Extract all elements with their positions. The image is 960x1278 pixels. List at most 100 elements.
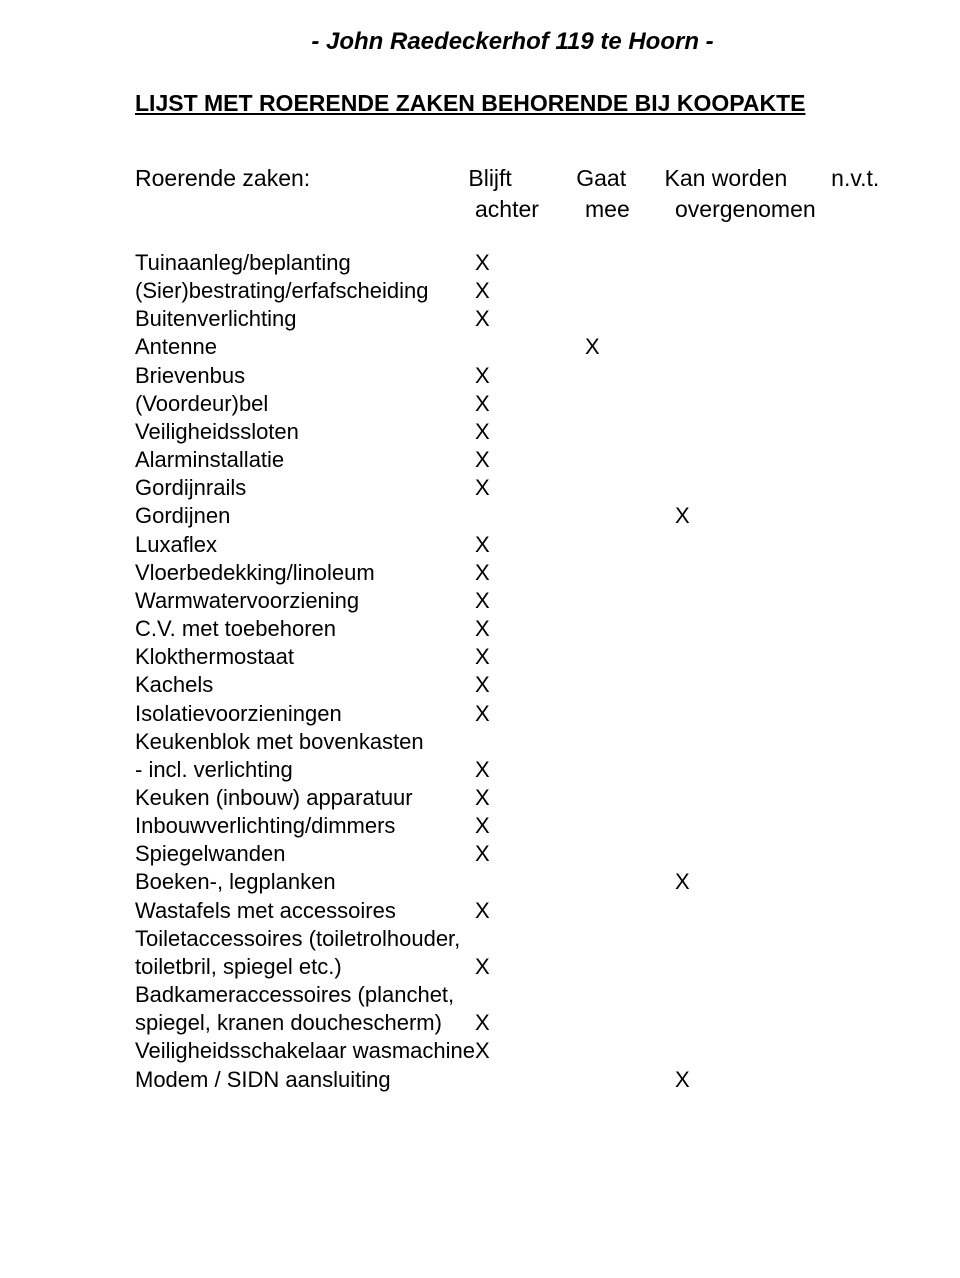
table-row: SpiegelwandenX bbox=[135, 840, 845, 868]
table-row: Wastafels met accessoiresX bbox=[135, 897, 845, 925]
item-label: Klokthermostaat bbox=[135, 643, 475, 671]
mark-blijft: X bbox=[475, 390, 585, 418]
page-title: - John Raedeckerhof 119 te Hoorn - bbox=[135, 28, 890, 56]
mark-kan bbox=[675, 305, 845, 333]
mark-kan bbox=[675, 643, 845, 671]
table-header-row1: Roerende zaken: Blijft Gaat Kan worden n… bbox=[135, 165, 890, 192]
table-row: AntenneX bbox=[135, 333, 845, 361]
mark-gaat bbox=[585, 249, 675, 277]
mark-gaat bbox=[585, 446, 675, 474]
mark-blijft bbox=[475, 1066, 585, 1094]
mark-gaat bbox=[585, 897, 675, 925]
mark-gaat bbox=[585, 474, 675, 502]
mark-kan bbox=[675, 953, 845, 981]
mark-blijft bbox=[475, 925, 585, 953]
mark-gaat bbox=[585, 1037, 675, 1065]
header-sub-achter: achter bbox=[475, 196, 585, 223]
mark-blijft bbox=[475, 728, 585, 756]
table-row: GordijnenX bbox=[135, 502, 845, 530]
mark-blijft: X bbox=[475, 643, 585, 671]
table-row: AlarminstallatieX bbox=[135, 446, 845, 474]
item-label: Luxaflex bbox=[135, 531, 475, 559]
table-row: LuxaflexX bbox=[135, 531, 845, 559]
item-label: Kachels bbox=[135, 671, 475, 699]
table-row: BrievenbusX bbox=[135, 362, 845, 390]
mark-gaat bbox=[585, 418, 675, 446]
mark-blijft: X bbox=[475, 249, 585, 277]
mark-gaat bbox=[585, 531, 675, 559]
mark-gaat: X bbox=[585, 333, 675, 361]
item-label: Tuinaanleg/beplanting bbox=[135, 249, 475, 277]
mark-gaat bbox=[585, 953, 675, 981]
table-header-row2: achter mee overgenomen bbox=[135, 196, 890, 223]
mark-kan bbox=[675, 474, 845, 502]
table-row: C.V. met toebehorenX bbox=[135, 615, 845, 643]
mark-kan bbox=[675, 671, 845, 699]
table-row: Toiletaccessoires (toiletrolhouder, bbox=[135, 925, 845, 953]
mark-gaat bbox=[585, 812, 675, 840]
document-page: - John Raedeckerhof 119 te Hoorn - LIJST… bbox=[0, 0, 960, 1278]
table-row: IsolatievoorzieningenX bbox=[135, 700, 845, 728]
mark-gaat bbox=[585, 1066, 675, 1094]
mark-kan bbox=[675, 531, 845, 559]
item-label: Inbouwverlichting/dimmers bbox=[135, 812, 475, 840]
item-label: Isolatievoorzieningen bbox=[135, 700, 475, 728]
mark-blijft: X bbox=[475, 784, 585, 812]
table-row: (Voordeur)belX bbox=[135, 390, 845, 418]
table-row: Inbouwverlichting/dimmersX bbox=[135, 812, 845, 840]
mark-kan bbox=[675, 756, 845, 784]
mark-gaat bbox=[585, 643, 675, 671]
mark-blijft: X bbox=[475, 840, 585, 868]
item-label: Spiegelwanden bbox=[135, 840, 475, 868]
mark-gaat bbox=[585, 502, 675, 530]
mark-kan bbox=[675, 249, 845, 277]
item-label: toiletbril, spiegel etc.) bbox=[135, 953, 475, 981]
table-row: Badkameraccessoires (planchet, bbox=[135, 981, 845, 1009]
mark-kan: X bbox=[675, 1066, 845, 1094]
mark-gaat bbox=[585, 756, 675, 784]
table-row: Modem / SIDN aansluitingX bbox=[135, 1066, 845, 1094]
mark-gaat bbox=[585, 559, 675, 587]
mark-gaat bbox=[585, 277, 675, 305]
mark-blijft: X bbox=[475, 615, 585, 643]
mark-kan bbox=[675, 700, 845, 728]
table-row: VeiligheidsslotenX bbox=[135, 418, 845, 446]
mark-gaat bbox=[585, 390, 675, 418]
table-row: Keukenblok met bovenkasten bbox=[135, 728, 845, 756]
item-label: Toiletaccessoires (toiletrolhouder, bbox=[135, 925, 475, 953]
item-label: Vloerbedekking/linoleum bbox=[135, 559, 475, 587]
mark-blijft bbox=[475, 981, 585, 1009]
table-row: Vloerbedekking/linoleumX bbox=[135, 559, 845, 587]
mark-kan bbox=[675, 1037, 845, 1065]
mark-blijft: X bbox=[475, 418, 585, 446]
mark-kan bbox=[675, 277, 845, 305]
mark-blijft: X bbox=[475, 953, 585, 981]
mark-blijft: X bbox=[475, 1037, 585, 1065]
mark-kan bbox=[675, 812, 845, 840]
mark-gaat bbox=[585, 362, 675, 390]
mark-blijft: X bbox=[475, 671, 585, 699]
item-label: Veiligheidssloten bbox=[135, 418, 475, 446]
mark-kan bbox=[675, 587, 845, 615]
table-row: spiegel, kranen douchescherm)X bbox=[135, 1009, 845, 1037]
table-row: - incl. verlichtingX bbox=[135, 756, 845, 784]
item-label: Warmwatervoorziening bbox=[135, 587, 475, 615]
item-label: Brievenbus bbox=[135, 362, 475, 390]
table-row: GordijnrailsX bbox=[135, 474, 845, 502]
mark-kan bbox=[675, 840, 845, 868]
mark-kan bbox=[675, 333, 845, 361]
item-label: Alarminstallatie bbox=[135, 446, 475, 474]
table-row: (Sier)bestrating/erfafscheidingX bbox=[135, 277, 845, 305]
mark-blijft: X bbox=[475, 559, 585, 587]
mark-kan bbox=[675, 390, 845, 418]
item-label: Wastafels met accessoires bbox=[135, 897, 475, 925]
table-row: Boeken-, legplankenX bbox=[135, 868, 845, 896]
header-col-kan: Kan worden bbox=[664, 165, 831, 192]
mark-kan bbox=[675, 615, 845, 643]
mark-kan bbox=[675, 897, 845, 925]
item-label: Badkameraccessoires (planchet, bbox=[135, 981, 475, 1009]
item-label: C.V. met toebehoren bbox=[135, 615, 475, 643]
item-label: - incl. verlichting bbox=[135, 756, 475, 784]
mark-kan bbox=[675, 981, 845, 1009]
mark-gaat bbox=[585, 840, 675, 868]
